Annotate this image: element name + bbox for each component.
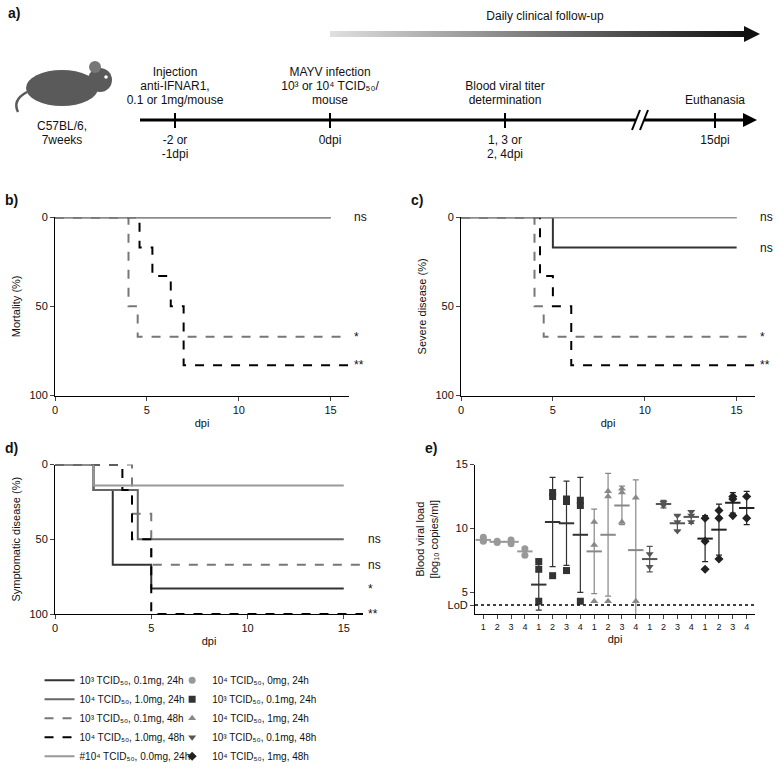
svg-text:*: * <box>354 330 359 344</box>
svg-text:-2 or: -2 or <box>163 133 188 147</box>
svg-text:5: 5 <box>462 586 468 598</box>
svg-text:0: 0 <box>52 404 58 416</box>
svg-text:Euthanasia: Euthanasia <box>685 93 745 107</box>
svg-text:10³ TCID₅₀, 0.1mg, 24h: 10³ TCID₅₀, 0.1mg, 24h <box>212 694 316 705</box>
svg-text:4: 4 <box>633 622 638 632</box>
svg-text:7weeks: 7weeks <box>42 133 83 147</box>
svg-text:3: 3 <box>675 622 680 632</box>
svg-text:C57BL/6,: C57BL/6, <box>37 119 87 133</box>
svg-text:b): b) <box>5 192 18 208</box>
svg-text:a): a) <box>8 5 20 21</box>
svg-text:dpi: dpi <box>601 417 616 429</box>
svg-text:50: 50 <box>442 300 454 312</box>
svg-text:Blood viral load[log₁₀ copies/: Blood viral load[log₁₀ copies/ml] <box>414 500 440 579</box>
svg-text:3: 3 <box>564 622 569 632</box>
svg-text:2: 2 <box>606 622 611 632</box>
svg-text:*: * <box>760 330 765 344</box>
svg-text:ns: ns <box>760 241 773 255</box>
svg-text:5: 5 <box>550 404 556 416</box>
svg-text:10⁴ TCID₅₀, 1.0mg, 48h: 10⁴ TCID₅₀, 1.0mg, 48h <box>80 732 185 743</box>
svg-text:15: 15 <box>325 404 337 416</box>
svg-text:**: ** <box>760 358 770 372</box>
svg-text:3: 3 <box>619 622 624 632</box>
svg-text:1: 1 <box>536 622 541 632</box>
svg-text:4: 4 <box>744 622 749 632</box>
svg-text:dpi: dpi <box>195 417 210 429</box>
svg-text:0: 0 <box>52 622 58 634</box>
svg-text:10: 10 <box>233 404 245 416</box>
svg-text:10³ or 10⁴ TCID₅₀/: 10³ or 10⁴ TCID₅₀/ <box>281 79 379 93</box>
svg-text:determination: determination <box>469 93 542 107</box>
svg-text:2, 4dpi: 2, 4dpi <box>487 147 523 161</box>
svg-text:0: 0 <box>458 404 464 416</box>
svg-text:ns: ns <box>760 210 773 224</box>
svg-text:**: ** <box>368 607 378 621</box>
svg-text:**: ** <box>354 358 364 372</box>
svg-text:100: 100 <box>435 389 453 401</box>
svg-text:10⁴ TCID₅₀, 1mg, 24h: 10⁴ TCID₅₀, 1mg, 24h <box>212 713 309 724</box>
svg-text:0: 0 <box>448 211 454 223</box>
svg-text:50: 50 <box>36 533 48 545</box>
svg-text:10³ TCID₅₀, 0.1mg, 48h: 10³ TCID₅₀, 0.1mg, 48h <box>212 732 316 743</box>
svg-text:e): e) <box>425 440 437 456</box>
svg-text:ns: ns <box>368 558 381 572</box>
svg-text:10⁴ TCID₅₀, 0mg, 24h: 10⁴ TCID₅₀, 0mg, 24h <box>212 675 309 686</box>
svg-text:Mortality (%): Mortality (%) <box>10 276 22 338</box>
svg-text:1: 1 <box>592 622 597 632</box>
svg-text:3: 3 <box>730 622 735 632</box>
svg-text:dpi: dpi <box>608 633 623 645</box>
svg-text:10³ TCID₅₀, 0.1mg, 24h: 10³ TCID₅₀, 0.1mg, 24h <box>80 675 184 686</box>
svg-text:ns: ns <box>368 532 381 546</box>
svg-text:15: 15 <box>338 622 350 634</box>
svg-text:4: 4 <box>578 622 583 632</box>
svg-text:50: 50 <box>36 300 48 312</box>
svg-text:1: 1 <box>647 622 652 632</box>
svg-text:10⁴ TCID₅₀, 1mg, 48h: 10⁴ TCID₅₀, 1mg, 48h <box>212 751 309 762</box>
svg-text:10: 10 <box>639 404 651 416</box>
svg-text:0: 0 <box>42 211 48 223</box>
svg-text:anti-IFNAR1,: anti-IFNAR1, <box>140 79 209 93</box>
svg-text:10⁴ TCID₅₀, 1.0mg, 24h: 10⁴ TCID₅₀, 1.0mg, 24h <box>80 694 185 705</box>
svg-text:c): c) <box>411 192 423 208</box>
svg-text:15dpi: 15dpi <box>700 133 729 147</box>
svg-text:100: 100 <box>29 389 47 401</box>
svg-text:2: 2 <box>661 622 666 632</box>
svg-text:Symptomatic disease (%): Symptomatic disease (%) <box>10 477 22 602</box>
svg-text:0.1 or 1mg/mouse: 0.1 or 1mg/mouse <box>127 93 224 107</box>
svg-text:Severe disease (%): Severe disease (%) <box>416 258 428 354</box>
svg-text:MAYV infection: MAYV infection <box>289 65 370 79</box>
svg-text:2: 2 <box>495 622 500 632</box>
svg-text:15: 15 <box>456 458 468 470</box>
svg-text:5: 5 <box>144 404 150 416</box>
svg-text:15: 15 <box>731 404 743 416</box>
svg-text:-1dpi: -1dpi <box>162 147 189 161</box>
svg-text:4: 4 <box>522 622 527 632</box>
svg-text:4: 4 <box>689 622 694 632</box>
svg-text:dpi: dpi <box>202 635 217 647</box>
svg-text:#10⁴ TCID₅₀, 0.0mg, 24h: #10⁴ TCID₅₀, 0.0mg, 24h <box>80 751 191 762</box>
svg-text:LoD: LoD <box>448 599 468 611</box>
svg-text:2: 2 <box>550 622 555 632</box>
svg-text:Daily clinical follow-up: Daily clinical follow-up <box>486 9 604 23</box>
svg-text:mouse: mouse <box>312 93 348 107</box>
svg-text:10³ TCID₅₀, 0.1mg, 48h: 10³ TCID₅₀, 0.1mg, 48h <box>80 713 184 724</box>
svg-text:0: 0 <box>42 458 48 470</box>
svg-text:0dpi: 0dpi <box>319 133 342 147</box>
svg-text:5: 5 <box>148 622 154 634</box>
svg-text:d): d) <box>5 440 18 456</box>
svg-text:10: 10 <box>241 622 253 634</box>
svg-text:ns: ns <box>354 210 367 224</box>
svg-text:*: * <box>368 582 373 596</box>
svg-text:2: 2 <box>716 622 721 632</box>
svg-text:Blood viral titer: Blood viral titer <box>465 79 544 93</box>
svg-text:3: 3 <box>509 622 514 632</box>
svg-text:100: 100 <box>29 608 47 620</box>
svg-text:1: 1 <box>703 622 708 632</box>
svg-text:1, 3 or: 1, 3 or <box>488 133 522 147</box>
svg-text:Injection: Injection <box>153 65 198 79</box>
svg-text:1: 1 <box>481 622 486 632</box>
svg-text:10: 10 <box>456 522 468 534</box>
